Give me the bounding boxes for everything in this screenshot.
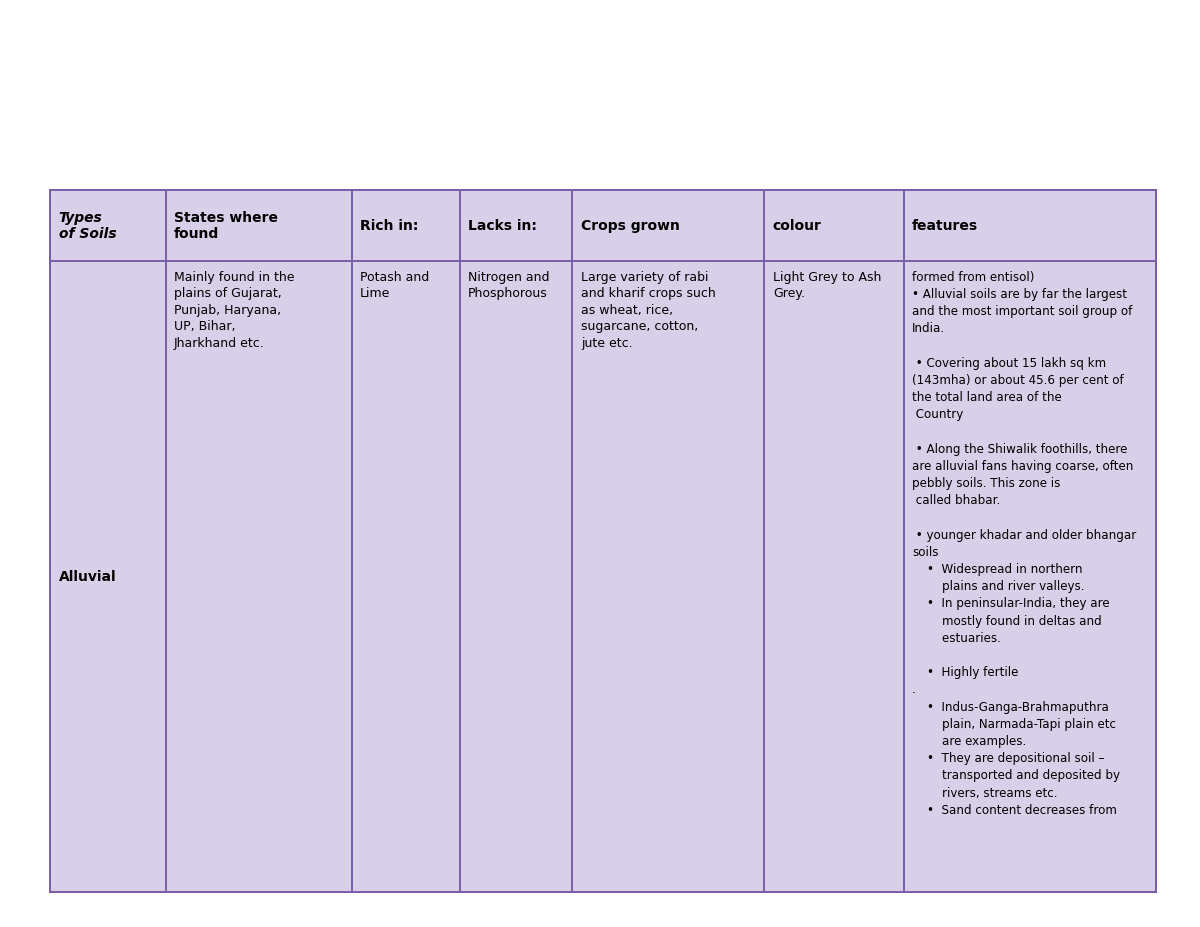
Text: features: features xyxy=(912,219,978,233)
Text: Alluvial: Alluvial xyxy=(59,569,116,584)
Text: Crops grown: Crops grown xyxy=(581,219,679,233)
Text: Large variety of rabi
and kharif crops such
as wheat, rice,
sugarcane, cotton,
j: Large variety of rabi and kharif crops s… xyxy=(581,271,715,349)
Text: Potash and
Lime: Potash and Lime xyxy=(360,271,430,300)
Text: Types
of Soils: Types of Soils xyxy=(59,210,116,241)
Text: States where
found: States where found xyxy=(174,210,278,241)
Text: Rich in:: Rich in: xyxy=(360,219,419,233)
Text: formed from entisol)
• Alluvial soils are by far the largest
and the most import: formed from entisol) • Alluvial soils ar… xyxy=(912,271,1136,817)
Text: Nitrogen and
Phosphorous: Nitrogen and Phosphorous xyxy=(468,271,550,300)
Text: Mainly found in the
plains of Gujarat,
Punjab, Haryana,
UP, Bihar,
Jharkhand etc: Mainly found in the plains of Gujarat, P… xyxy=(174,271,294,349)
Text: Lacks in:: Lacks in: xyxy=(468,219,536,233)
Bar xyxy=(50,190,1156,892)
Text: Light Grey to Ash
Grey.: Light Grey to Ash Grey. xyxy=(773,271,881,300)
Text: colour: colour xyxy=(773,219,822,233)
